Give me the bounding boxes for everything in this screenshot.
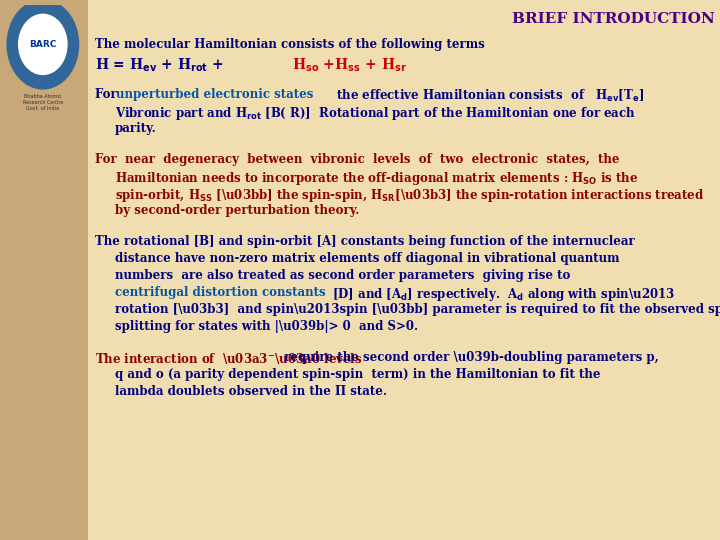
Text: H = H$_{\mathbf{ev}}$ + H$_{\mathbf{rot}}$ +: H = H$_{\mathbf{ev}}$ + H$_{\mathbf{rot}…	[95, 57, 225, 75]
Circle shape	[6, 0, 79, 90]
Text: by second-order perturbation theory.: by second-order perturbation theory.	[115, 204, 359, 217]
Text: For  near  degeneracy  between  vibronic  levels  of  two  electronic  states,  : For near degeneracy between vibronic lev…	[95, 153, 619, 166]
Text: the effective Hamiltonian consists  of   H$_{\mathbf{ev}}$[T$_{\mathbf{e}}$]: the effective Hamiltonian consists of H$…	[332, 88, 644, 104]
Text: BRIEF INTRODUCTION: BRIEF INTRODUCTION	[512, 12, 715, 26]
Text: unperturbed electronic states: unperturbed electronic states	[116, 88, 313, 101]
Circle shape	[18, 14, 68, 75]
Text: lambda doublets observed in the Π state.: lambda doublets observed in the Π state.	[115, 385, 387, 398]
Text: [D] and [A$_{\mathbf{d}}$] respectively.  A$_{\mathbf{d}}$ along with spin\u2013: [D] and [A$_{\mathbf{d}}$] respectively.…	[328, 286, 675, 303]
Text: For: For	[95, 88, 121, 101]
FancyBboxPatch shape	[0, 0, 88, 540]
Text: centrifugal distortion constants: centrifugal distortion constants	[115, 286, 325, 299]
Text: spin-orbit, H$_{\mathbf{SS}}$ [\u03bb] the spin-spin, H$_{\mathbf{SR}}$[\u03b3] : spin-orbit, H$_{\mathbf{SS}}$ [\u03bb] t…	[115, 187, 704, 204]
Text: Hamiltonian needs to incorporate the off-diagonal matrix elements : H$_{\mathbf{: Hamiltonian needs to incorporate the off…	[115, 170, 638, 187]
Text: numbers  are also treated as second order parameters  giving rise to: numbers are also treated as second order…	[115, 269, 570, 282]
Text: Vibronic part and H$_{\mathbf{rot}}$ [B( R)]  Rotational part of the Hamiltonian: Vibronic part and H$_{\mathbf{rot}}$ [B(…	[115, 105, 636, 122]
Text: The molecular Hamiltonian consists of the following terms: The molecular Hamiltonian consists of th…	[95, 38, 485, 51]
Text: BARC: BARC	[29, 40, 57, 49]
Text: distance have non-zero matrix elements off diagonal in vibrational quantum: distance have non-zero matrix elements o…	[115, 252, 619, 265]
Text: splitting for states with |\u039b|> 0  and S>0.: splitting for states with |\u039b|> 0 an…	[115, 320, 418, 333]
Text: rotation [\u03b3]  and spin\u2013spin [\u03bb] parameter is required to fit the : rotation [\u03b3] and spin\u2013spin [\u…	[115, 303, 720, 316]
Text: q and o (a parity dependent spin-spin  term) in the Hamiltonian to fit the: q and o (a parity dependent spin-spin te…	[115, 368, 600, 381]
Text: require the second order \u039b-doubling parameters p,: require the second order \u039b-doubling…	[280, 351, 659, 364]
Text: Bhabha Atomic
Research Centre
Govt. of India: Bhabha Atomic Research Centre Govt. of I…	[22, 93, 63, 111]
Text: parity.: parity.	[115, 122, 157, 135]
Text: The rotational [B] and spin-orbit [A] constants being function of the internucle: The rotational [B] and spin-orbit [A] co…	[95, 235, 635, 248]
Text: H$_{\mathbf{so}}$ +H$_{\mathbf{ss}}$ + H$_{\mathbf{sr}}$: H$_{\mathbf{so}}$ +H$_{\mathbf{ss}}$ + H…	[292, 57, 407, 75]
Text: The interaction of  \u03a3$^{\mathbf{-}}$\u03a0 levels: The interaction of \u03a3$^{\mathbf{-}}$…	[95, 351, 362, 366]
